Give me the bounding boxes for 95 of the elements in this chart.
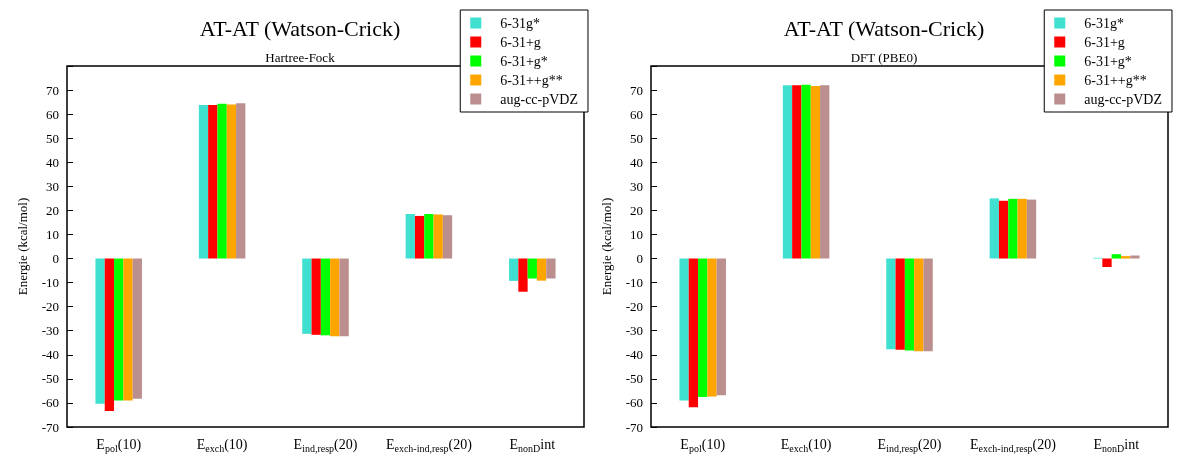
- bar: [546, 258, 556, 279]
- bar: [424, 214, 434, 259]
- bar: [698, 258, 708, 397]
- bar: [339, 258, 349, 337]
- bar: [989, 198, 999, 259]
- bar: [1017, 198, 1027, 259]
- bar: [1102, 258, 1112, 267]
- bar: [886, 258, 896, 350]
- y-axis-title: Energie (kcal/mol): [599, 197, 614, 296]
- legend-label: 6-31+g: [500, 34, 541, 50]
- bar: [1008, 198, 1018, 259]
- y-tick-label: 30: [630, 178, 643, 194]
- y-tick-label: -70: [625, 419, 643, 435]
- y-tick-label: -40: [625, 347, 643, 363]
- y-tick-label: 60: [46, 106, 59, 122]
- bar: [1120, 256, 1131, 259]
- legend-label: 6-31++g**: [1084, 72, 1147, 88]
- bar: [820, 85, 830, 259]
- bar: [923, 258, 933, 352]
- bar: [914, 258, 924, 352]
- bar: [330, 258, 340, 337]
- legend-label: aug-cc-pVDZ: [1084, 91, 1163, 107]
- bar: [433, 214, 443, 259]
- bar: [208, 104, 218, 259]
- bar: [716, 258, 726, 396]
- chart-title: AT-AT (Watson-Crick): [199, 15, 401, 41]
- y-tick-label: -60: [625, 395, 643, 411]
- y-tick-label: -10: [625, 275, 643, 291]
- y-tick-label: -50: [625, 371, 643, 387]
- y-tick-label: 70: [46, 82, 59, 98]
- y-tick-label: -70: [41, 419, 59, 435]
- chart-subtitle: DFT (PBE0): [850, 50, 918, 65]
- bar: [226, 104, 237, 259]
- bar: [123, 258, 133, 401]
- bar: [217, 103, 227, 259]
- y-tick-label: 20: [46, 202, 59, 218]
- y-tick-label: 10: [630, 226, 643, 242]
- bar: [792, 85, 802, 259]
- bar: [895, 258, 905, 350]
- bar: [95, 258, 105, 404]
- bar: [442, 215, 453, 259]
- bar: [1026, 199, 1037, 259]
- bar: [1130, 255, 1140, 259]
- y-tick-label: 40: [46, 154, 59, 170]
- y-tick-label: -30: [625, 323, 643, 339]
- bar: [509, 258, 519, 281]
- bar: [1111, 254, 1121, 259]
- y-tick-label: 0: [52, 251, 59, 267]
- bar: [320, 258, 331, 336]
- legend-label: 6-31+g*: [500, 53, 548, 69]
- bar: [679, 258, 689, 401]
- y-tick-label: 50: [46, 130, 59, 146]
- bar: [311, 258, 321, 335]
- bar: [688, 258, 699, 408]
- bar: [904, 258, 915, 351]
- legend-label: 6-31++g**: [500, 72, 563, 88]
- y-axis-title: Energie (kcal/mol): [15, 197, 30, 296]
- y-tick-label: 0: [636, 251, 643, 267]
- y-tick-label: 20: [630, 202, 643, 218]
- bar: [198, 104, 209, 259]
- y-tick-label: -40: [41, 347, 59, 363]
- legend-label: 6-31+g*: [1084, 53, 1132, 69]
- chart-title: AT-AT (Watson-Crick): [783, 15, 985, 41]
- bar: [518, 258, 528, 292]
- bar: [114, 258, 124, 401]
- bar: [782, 85, 793, 259]
- y-tick-label: 30: [46, 178, 59, 194]
- bar: [527, 258, 537, 279]
- bar: [998, 200, 1009, 259]
- y-tick-label: -20: [625, 299, 643, 315]
- bar: [707, 258, 717, 397]
- y-tick-label: -30: [41, 323, 59, 339]
- y-tick-label: 10: [46, 226, 59, 242]
- bar: [536, 258, 547, 281]
- bar: [132, 258, 142, 399]
- bar: [810, 85, 821, 259]
- legend-label: 6-31g*: [1084, 15, 1124, 31]
- legend-label: aug-cc-pVDZ: [500, 91, 579, 107]
- y-tick-label: -50: [41, 371, 59, 387]
- y-tick-label: -10: [41, 275, 59, 291]
- bar: [405, 214, 415, 259]
- legend-label: 6-31g*: [500, 15, 540, 31]
- y-tick-label: -60: [41, 395, 59, 411]
- y-tick-label: 50: [630, 130, 643, 146]
- bar: [302, 258, 312, 334]
- y-tick-label: -20: [41, 299, 59, 315]
- legend-label: 6-31+g: [1084, 34, 1125, 50]
- y-tick-label: 60: [630, 106, 643, 122]
- bar: [104, 258, 115, 411]
- bar: [414, 215, 425, 259]
- chart-subtitle: Hartree-Fock: [265, 50, 336, 65]
- bar: [236, 103, 246, 259]
- y-tick-label: 70: [630, 82, 643, 98]
- y-tick-label: 40: [630, 154, 643, 170]
- bar: [801, 84, 811, 259]
